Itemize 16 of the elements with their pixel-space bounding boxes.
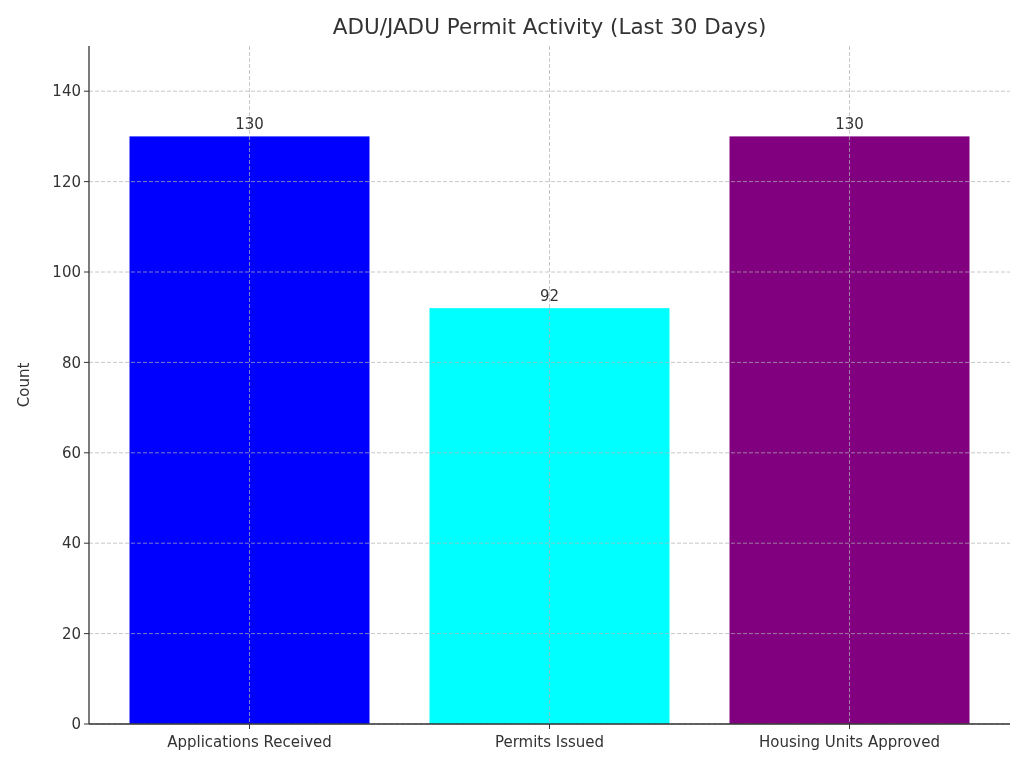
y-tick-label: 60 xyxy=(61,444,81,463)
y-tick-label: 20 xyxy=(61,624,81,643)
data-label: 130 xyxy=(835,115,864,134)
y-tick-label: 120 xyxy=(52,172,81,191)
y-tick-label: 140 xyxy=(52,82,81,101)
x-tick-label: Applications Received xyxy=(167,733,332,751)
y-axis-title: Count xyxy=(15,362,33,408)
chart-title: ADU/JADU Permit Activity (Last 30 Days) xyxy=(332,14,767,39)
y-tick-label: 80 xyxy=(61,353,81,372)
y-tick-label: 100 xyxy=(52,263,81,282)
data-label: 92 xyxy=(539,287,560,306)
x-tick-label: Permits Issued xyxy=(494,733,605,751)
x-tick-label: Housing Units Approved xyxy=(759,733,940,751)
data-label: 130 xyxy=(235,115,264,134)
y-tick-label: 40 xyxy=(61,534,81,553)
y-tick-label: 0 xyxy=(71,715,81,734)
